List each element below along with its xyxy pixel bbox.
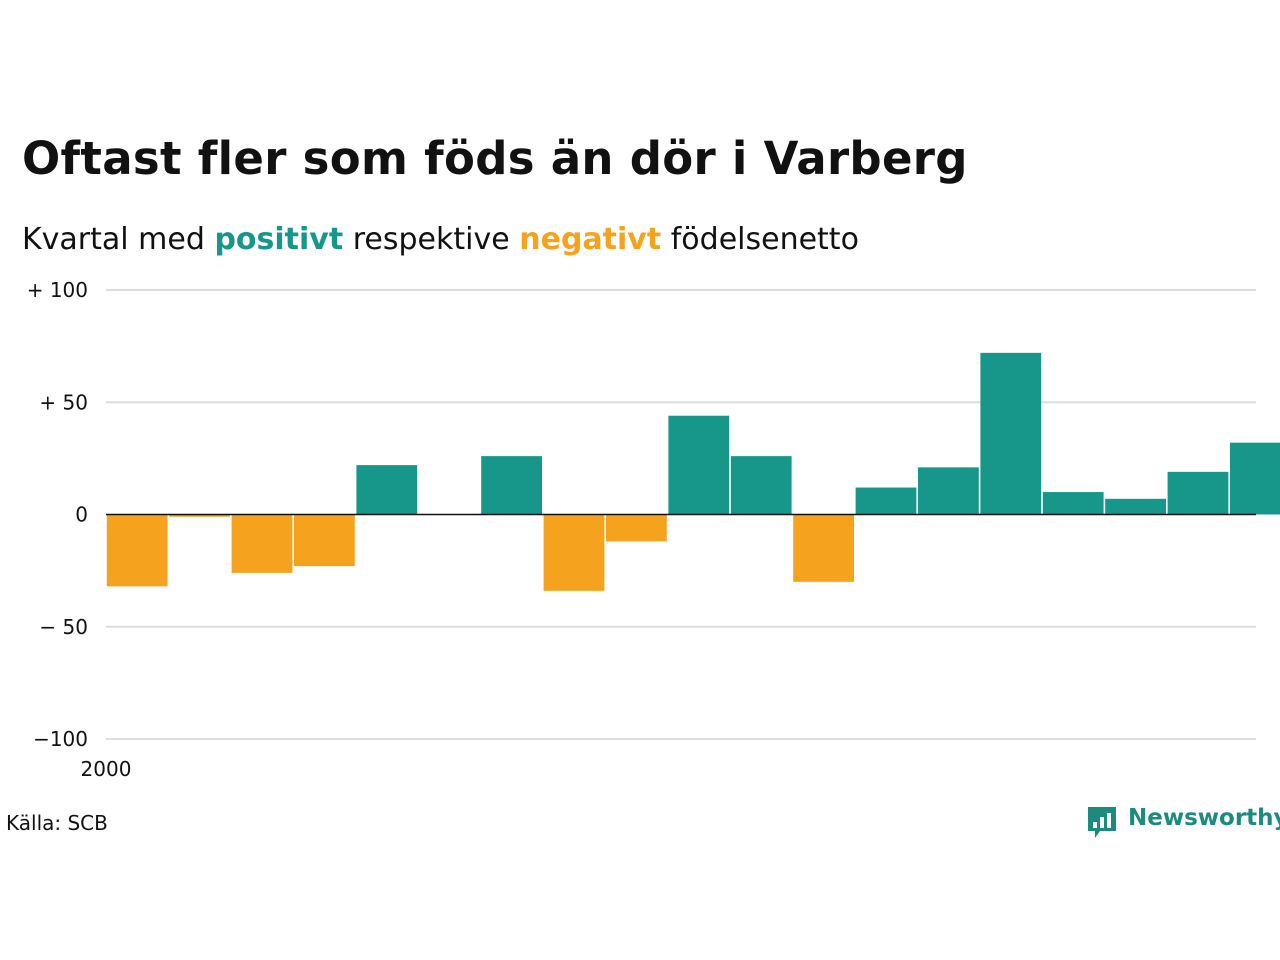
bar-q11	[730, 456, 792, 515]
y-tick-label: −100	[33, 727, 88, 751]
axes: + 100+ 500− 50−10020002005201020152020	[27, 278, 1256, 781]
bar-q9	[606, 514, 667, 542]
subtitle-middle: respektive	[352, 222, 510, 257]
chart-subtitle: Kvartal med positivt respektive negativt…	[22, 222, 859, 257]
bar-q8	[543, 514, 605, 591]
bar-q17	[1105, 498, 1166, 515]
subtitle-negative-label: negativt	[519, 222, 662, 257]
bar-q13	[855, 487, 917, 515]
newsworthy-chat-bars-icon	[1088, 807, 1116, 838]
bar-q15	[980, 352, 1042, 515]
x-tick-label: 2000	[81, 757, 132, 781]
bar-q14	[918, 467, 979, 515]
bar-q7	[481, 456, 542, 515]
subtitle-suffix: födelsenetto	[670, 222, 859, 257]
subtitle-positive-label: positivt	[214, 222, 344, 257]
bar-q10	[668, 415, 730, 515]
bar-q3	[231, 514, 293, 573]
chart-title: Oftast fler som föds än dör i Varberg	[22, 132, 968, 185]
subtitle-prefix: Kvartal med	[22, 222, 205, 257]
bar-q5	[356, 465, 418, 515]
bar-q2	[169, 514, 230, 517]
bar-q4	[294, 514, 355, 567]
y-tick-label: − 50	[39, 615, 88, 639]
bar-q1	[106, 514, 168, 587]
gridlines	[106, 289, 1256, 740]
source-note: Källa: SCB	[6, 811, 108, 835]
bar-q16	[1042, 492, 1104, 515]
y-tick-label: + 50	[39, 390, 88, 414]
bars	[106, 352, 1280, 591]
logo-text: Newsworthy	[1128, 805, 1280, 831]
bar-q19	[1230, 442, 1280, 515]
y-tick-label: + 100	[27, 278, 88, 302]
bar-q12	[793, 514, 854, 582]
newsworthy-logo: Newsworthy	[1086, 803, 1280, 843]
bar-q18	[1167, 471, 1229, 515]
bar-chart: + 100+ 500− 50−10020002005201020152020	[27, 278, 1280, 781]
y-tick-label: 0	[75, 503, 88, 527]
